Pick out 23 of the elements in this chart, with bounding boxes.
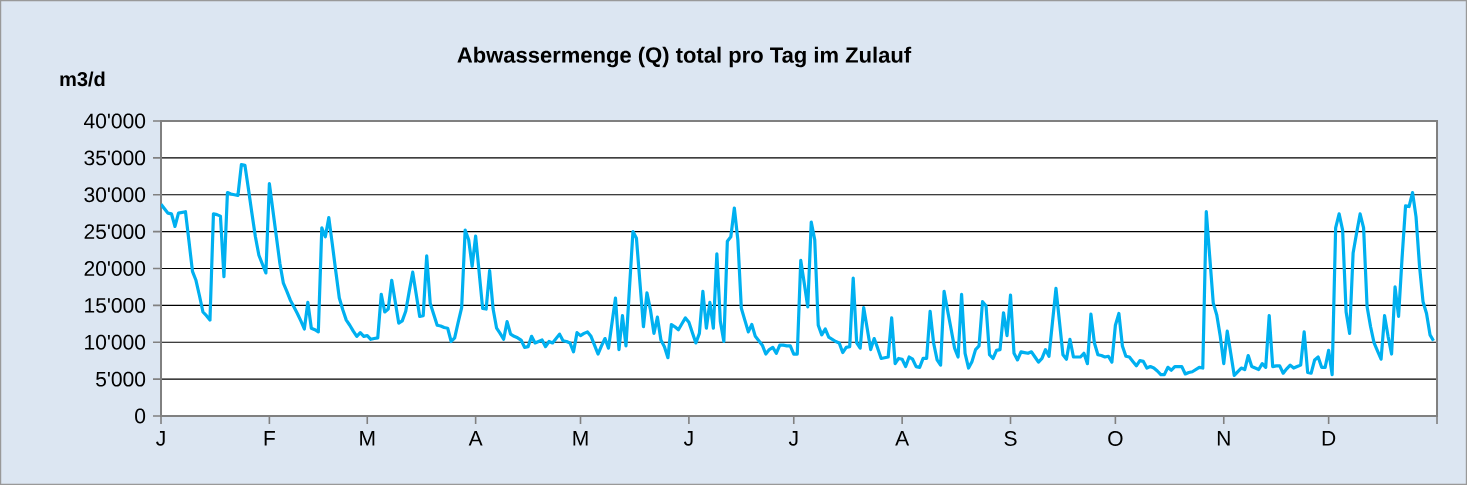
y-tick-label: 5'000 (96, 371, 146, 387)
y-tick-label: 10'000 (85, 334, 146, 350)
x-tick-label: A (895, 431, 910, 446)
y-tick-label: 25'000 (84, 224, 146, 240)
x-tick-label: A (468, 431, 483, 446)
x-tick-label: D (1322, 431, 1336, 446)
y-tick-label: 40'000 (84, 113, 146, 129)
x-tick-label: M (360, 431, 375, 446)
x-tick-label: M (573, 431, 588, 446)
x-tick-label: N (1217, 431, 1230, 446)
x-tick-label: O (1108, 431, 1123, 446)
x-tick-label: J (156, 431, 165, 446)
y-axis-title: m3/d (60, 71, 105, 87)
y-tick-label: 35'000 (84, 150, 146, 166)
x-tick-label: J (683, 431, 693, 446)
x-tick-label: S (1004, 431, 1017, 446)
y-tick-label: 15'000 (85, 297, 146, 313)
y-tick-label: 0 (135, 408, 146, 424)
chart-title: Abwassermenge (Q) total pro Tag im Zulauf (457, 46, 912, 68)
x-tick-label: J (788, 431, 798, 446)
x-tick-label: F (264, 431, 275, 446)
y-tick-label: 20'000 (84, 261, 146, 276)
y-tick-label: 30'000 (84, 187, 146, 203)
